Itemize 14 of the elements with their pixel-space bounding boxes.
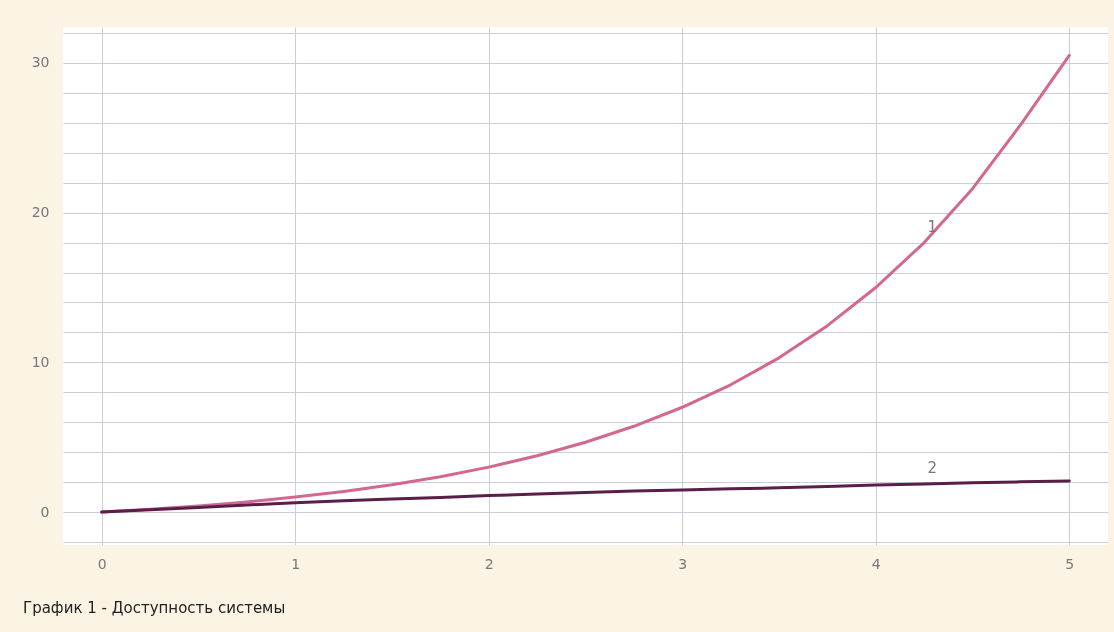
x-tick-label: 1 xyxy=(291,555,301,572)
y-tick-label: 0 xyxy=(40,503,50,520)
y-tick-label: 30 xyxy=(31,54,50,71)
x-tick-label: 0 xyxy=(97,555,107,572)
x-tick-label: 2 xyxy=(484,555,494,572)
series-label: 2 xyxy=(927,458,937,477)
line-series xyxy=(100,479,1071,514)
y-tick-label: 10 xyxy=(31,353,50,370)
x-tick-label: 3 xyxy=(678,555,688,572)
x-tick-label: 4 xyxy=(871,555,881,572)
x-tick-label: 5 xyxy=(1065,555,1075,572)
y-tick-label: 20 xyxy=(31,204,50,221)
series-label: 1 xyxy=(927,217,937,236)
text: График 1 - Доступность системы xyxy=(23,599,286,617)
